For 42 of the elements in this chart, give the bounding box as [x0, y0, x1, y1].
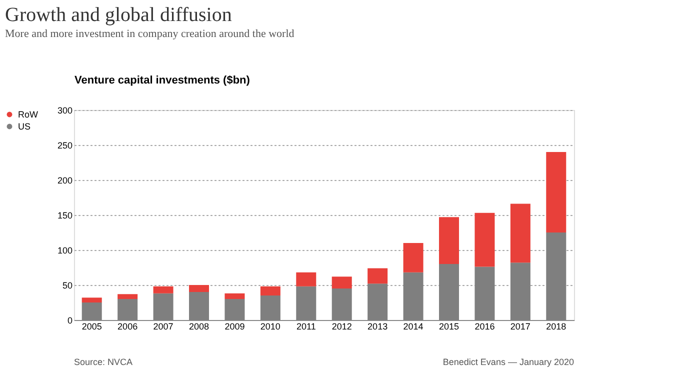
bar [403, 243, 424, 272]
y-tick-label: 300 [57, 106, 72, 116]
chart-subtitle: More and more investment in company creation around the world [5, 28, 295, 40]
x-tick-label: 2008 [188, 322, 210, 332]
bar [439, 217, 459, 264]
x-tick-label: 2017 [510, 322, 530, 332]
legend-label: US [18, 122, 31, 132]
y-tick-label: 100 [57, 246, 72, 256]
bar [510, 204, 530, 263]
source-note: Source: NVCA [74, 357, 133, 367]
bar [82, 298, 102, 302]
x-tick-label: 2011 [296, 322, 316, 332]
bar [332, 276, 352, 288]
x-tick-label: 2014 [403, 322, 424, 332]
y-axis-title: Venture capital investments ($bn) [74, 74, 250, 86]
bar [296, 272, 316, 286]
bar [474, 212, 495, 267]
y-tick-label: 150 [57, 210, 72, 220]
y-tick-label: 250 [57, 140, 72, 150]
y-tick-label: 200 [57, 176, 72, 186]
x-tick-label: 2010 [260, 322, 280, 332]
x-tick-label: 2005 [82, 322, 102, 332]
y-tick-label: 0 [67, 316, 72, 326]
chart-title: Growth and global diffusion [5, 4, 232, 26]
x-tick-label: 2007 [153, 322, 174, 332]
bar [153, 286, 174, 294]
x-tick-label: 2006 [118, 322, 138, 332]
x-tick-label: 2013 [368, 322, 388, 332]
x-tick-label: 2016 [474, 322, 495, 332]
y-tick-label: 50 [62, 280, 72, 290]
text: Benedict Evans — January 2020 [442, 357, 574, 367]
bar [546, 152, 566, 232]
bar [368, 268, 388, 284]
bar [224, 293, 245, 299]
x-tick-label: 2012 [332, 322, 352, 332]
x-tick-label: 2015 [438, 322, 460, 332]
bar [118, 294, 138, 299]
x-tick-label: 2009 [224, 322, 245, 332]
bar [260, 286, 280, 296]
legend-label: RoW [18, 110, 39, 120]
x-tick-label: 2018 [546, 322, 566, 332]
bar [189, 285, 209, 292]
